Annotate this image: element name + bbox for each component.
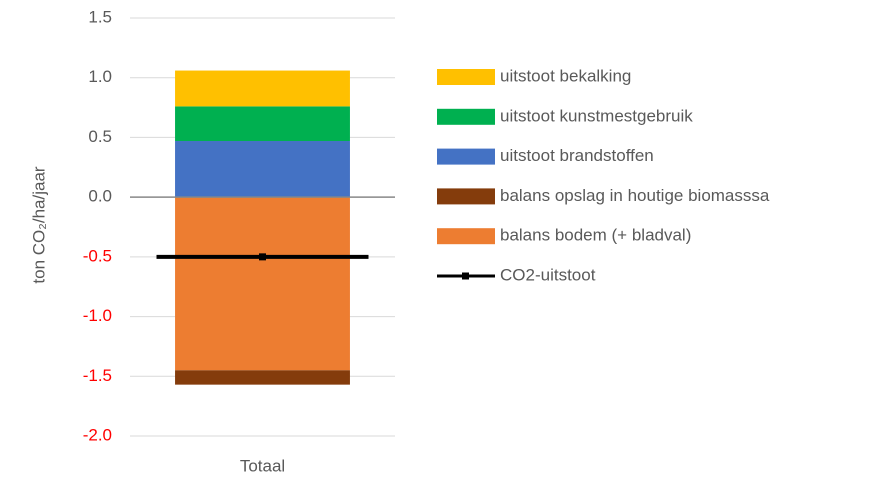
legend-swatch [462, 272, 469, 280]
y-tick-label: 0.0 [88, 187, 112, 206]
line-marker [259, 253, 266, 261]
y-axis-label: ton CO₂/ha/jaar [29, 166, 48, 283]
legend-label: uitstoot brandstoffen [500, 146, 654, 165]
bar-segment [175, 70, 350, 107]
y-tick-label: -1.0 [83, 306, 112, 325]
legend-label: balans opslag in houtige biomasssa [500, 186, 770, 205]
legend-label: balans bodem (+ bladval) [500, 226, 691, 245]
bar-segment [175, 106, 350, 142]
y-tick-label: -2.0 [83, 425, 112, 444]
legend-swatch [437, 108, 495, 125]
legend-label: uitstoot bekalking [500, 66, 631, 85]
legend-swatch [437, 228, 495, 245]
legend-label: CO2-uitstoot [500, 265, 596, 284]
y-tick-label: 1.0 [88, 67, 112, 86]
x-tick-label: Totaal [240, 456, 285, 475]
y-tick-label: -0.5 [83, 246, 112, 265]
legend-label: uitstoot kunstmestgebruik [500, 106, 693, 125]
legend-swatch [437, 188, 495, 205]
y-tick-label: 1.5 [88, 7, 112, 26]
legend-swatch [437, 148, 495, 165]
y-tick-label: 0.5 [88, 127, 112, 146]
bar-segment [175, 197, 350, 371]
bar-segment [175, 141, 350, 198]
bar-segment [175, 370, 350, 385]
y-tick-label: -1.5 [83, 366, 112, 385]
legend-swatch [437, 69, 495, 85]
